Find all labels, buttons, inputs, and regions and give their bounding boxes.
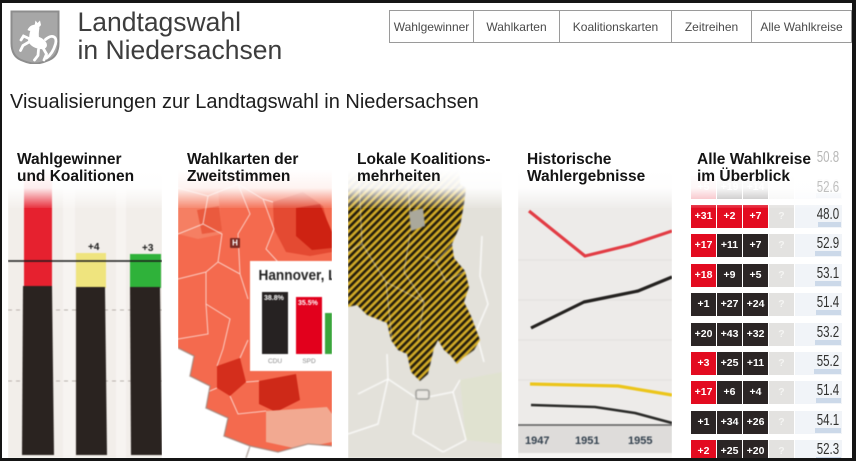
svg-text:38.8%: 38.8% [264, 295, 285, 302]
svg-text:H: H [232, 239, 238, 248]
svg-text:+4: +4 [88, 242, 100, 253]
svg-text:35.5%: 35.5% [298, 300, 319, 307]
svg-text:1951: 1951 [575, 435, 599, 447]
svg-text:1947: 1947 [525, 435, 549, 447]
svg-text:1955: 1955 [628, 435, 652, 447]
svg-text:CDU: CDU [268, 358, 282, 365]
svg-text:SPD: SPD [302, 358, 316, 365]
svg-text:Hannover, L: Hannover, L [259, 268, 333, 284]
svg-text:+3: +3 [142, 243, 154, 254]
